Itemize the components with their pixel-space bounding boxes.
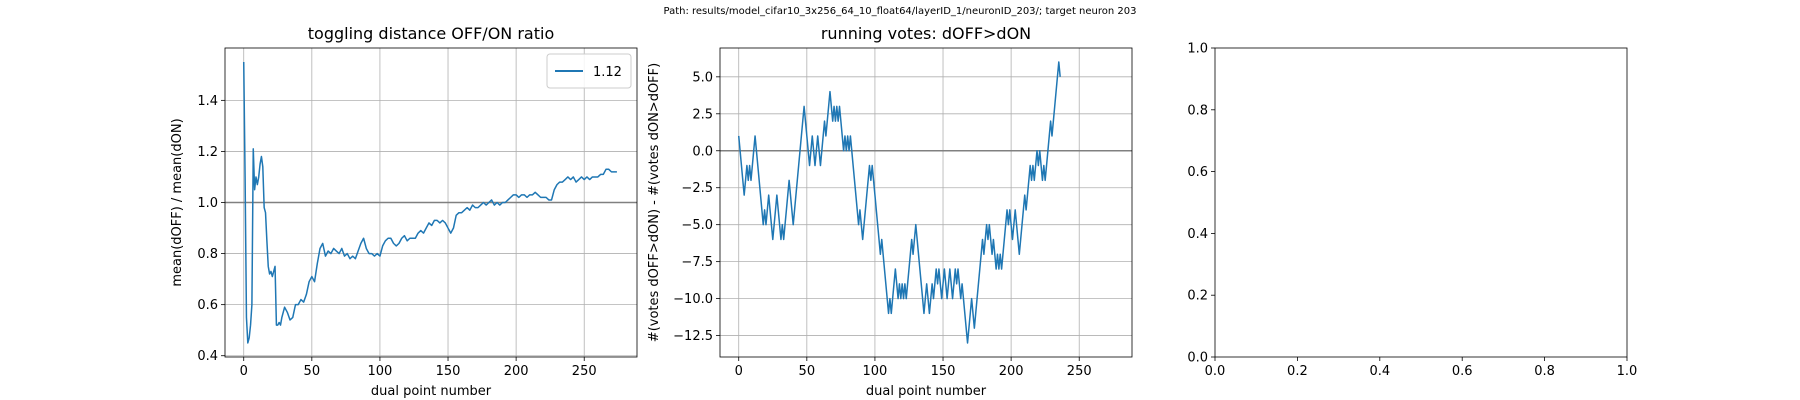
y-tick-label: −2.5 (681, 181, 713, 196)
data-series-line (737, 61, 1061, 344)
x-tick-label: 100 (368, 364, 393, 379)
y-tick-label: 1.4 (197, 94, 218, 109)
y-tick-label: 0.6 (1187, 165, 1208, 180)
y-tick-label: −10.0 (673, 292, 713, 307)
y-axis-label: #(votes dOFF>dON) - #(votes dON>dOFF) (647, 63, 662, 342)
x-tick-label: 0.8 (1534, 364, 1555, 379)
y-tick-label: 1.2 (197, 145, 218, 160)
x-tick-label: 100 (863, 364, 888, 379)
legend-box (546, 53, 632, 89)
x-tick-label: 150 (436, 364, 461, 379)
y-tick-label: −5.0 (681, 218, 713, 233)
figure-suptitle: Path: results/model_cifar10_3x256_64_10_… (663, 6, 1137, 17)
x-tick-label: 50 (799, 364, 816, 379)
y-tick-label: 5.0 (692, 70, 713, 85)
x-axis-label: dual point number (371, 384, 492, 399)
x-tick-label: 250 (1067, 364, 1092, 379)
x-tick-label: 150 (931, 364, 956, 379)
y-tick-label: 0.8 (197, 247, 218, 262)
x-tick-label: 0.2 (1287, 364, 1308, 379)
y-tick-label: 0.6 (197, 298, 218, 313)
y-tick-label: 0.4 (1187, 227, 1208, 242)
axes-frame (719, 47, 1133, 358)
x-tick-label: 0 (735, 364, 743, 379)
chart-panel-2: 0 50 100 150 200 250 −12.5 −10.0 −7.5 −5.0 −2.5 0.0… (647, 24, 1133, 399)
y-axis-label: mean(dOFF) / mean(dON) (170, 118, 185, 286)
y-tick-label: 1.0 (1187, 42, 1208, 57)
y-tick-label: −7.5 (681, 255, 713, 270)
y-tick-label: −12.5 (673, 329, 713, 344)
x-tick-label: 0.0 (1205, 364, 1226, 379)
chart-panel-3: 0.0 0.2 0.4 0.6 0.8 1.0 0.0 0.2 0.4 0.6 0.8 1.0 (1187, 42, 1637, 380)
y-tick-label: 0.8 (1187, 103, 1208, 118)
chart-panel-1: 0 50 100 150 200 250 0.4 0.6 0.8 1.0 1.2 1.4 togglin… (170, 24, 638, 399)
y-tick-label: 0.4 (197, 349, 218, 364)
data-series-line (242, 62, 617, 344)
y-tick-label: 2.5 (692, 107, 713, 122)
x-tick-label: 200 (999, 364, 1024, 379)
x-tick-label: 1.0 (1617, 364, 1638, 379)
y-tick-label: 1.0 (197, 196, 218, 211)
y-tick-label: 0.0 (692, 144, 713, 159)
x-tick-label: 0.4 (1369, 364, 1390, 379)
x-tick-label: 200 (504, 364, 529, 379)
x-tick-label: 0.6 (1452, 364, 1473, 379)
x-tick-label: 0 (240, 364, 248, 379)
y-tick-label: 0.0 (1187, 351, 1208, 366)
y-tick-label: 0.2 (1187, 289, 1208, 304)
x-tick-label: 50 (304, 364, 321, 379)
legend: 1.12 (546, 53, 632, 89)
chart-title: running votes: dOFF>dON (821, 24, 1031, 43)
chart-title: toggling distance OFF/ON ratio (308, 24, 554, 43)
x-tick-label: 250 (572, 364, 597, 379)
legend-entry-label: 1.12 (593, 65, 622, 80)
axes-frame (1214, 47, 1628, 358)
x-axis-label: dual point number (866, 384, 987, 399)
